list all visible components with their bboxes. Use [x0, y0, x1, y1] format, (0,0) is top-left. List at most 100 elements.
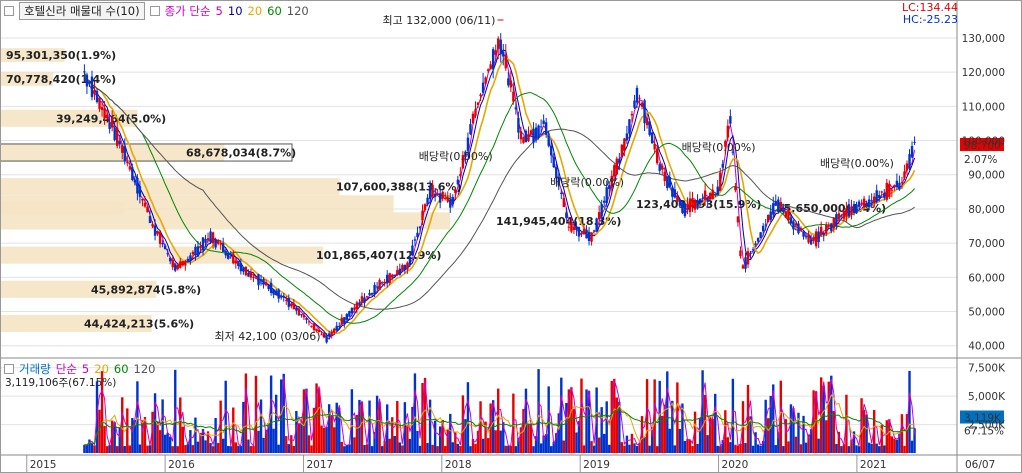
candle-body — [751, 249, 755, 251]
volume-bar — [449, 413, 452, 453]
candle-body — [176, 264, 179, 270]
volume-bar — [872, 409, 876, 453]
candle-body — [585, 229, 588, 239]
volume-bar — [883, 445, 886, 453]
candle-body — [375, 286, 379, 288]
candle-body — [216, 240, 220, 244]
volume-bar — [436, 446, 439, 453]
candle-body — [214, 238, 217, 248]
candle-body — [343, 317, 346, 324]
candle-body — [746, 251, 750, 265]
price-legend-label: 종가 단순 — [164, 4, 211, 18]
collapse-icon[interactable] — [4, 6, 14, 16]
candle-body — [196, 246, 200, 257]
volume-bar — [244, 373, 248, 453]
volume-bar — [494, 430, 497, 453]
volume-bar — [885, 420, 888, 453]
price-tick-label: 80,000 — [968, 204, 1005, 216]
volume-bar — [219, 400, 222, 453]
volume-bar — [827, 381, 830, 453]
candle-body — [479, 94, 482, 97]
candle-body — [123, 146, 126, 162]
volume-bar — [509, 445, 513, 453]
volume-bar — [355, 414, 359, 453]
candle-body — [438, 193, 442, 203]
candle-body — [825, 225, 828, 234]
volume-bar — [201, 429, 205, 453]
candle-body — [706, 197, 709, 202]
volume-bar — [524, 388, 528, 453]
candle-body — [201, 237, 205, 251]
candle-body — [633, 100, 636, 108]
volume-profile-bar — [0, 72, 53, 86]
volume-bar — [128, 445, 132, 453]
x-tick-label: 2018 — [445, 459, 472, 471]
settings-icon[interactable] — [149, 6, 160, 16]
volume-bar — [295, 410, 298, 453]
volume-bar — [105, 446, 109, 453]
volume-bar — [497, 388, 500, 453]
volume-bar — [650, 426, 654, 453]
candle-body — [582, 228, 586, 234]
volume-bar — [640, 416, 644, 453]
volume-bar — [264, 429, 268, 453]
lc-readout: LC:134.44 — [901, 1, 958, 14]
volume-bar — [401, 445, 404, 453]
volume-bar — [592, 445, 596, 453]
candle-body — [514, 107, 518, 110]
volume-bar — [744, 443, 747, 453]
candle-body — [191, 251, 195, 255]
volume-bar — [529, 424, 533, 453]
price-title[interactable]: 호텔신라 매물대 수(10) — [19, 2, 145, 20]
volume-bar — [532, 446, 535, 453]
candle-body — [714, 194, 717, 196]
volume-bar — [85, 444, 89, 453]
volume-profile-bar — [0, 246, 324, 264]
candle-body — [244, 266, 248, 276]
volume-bar — [433, 420, 437, 453]
volume-bar — [739, 443, 742, 453]
candle-body — [524, 130, 528, 143]
volume-bar — [247, 439, 250, 453]
volume-bar — [302, 389, 306, 453]
volume-bar — [623, 445, 626, 453]
candle-body — [464, 151, 467, 158]
volume-bar — [211, 446, 215, 453]
volume-bar — [698, 418, 702, 453]
volume-bar — [895, 439, 899, 453]
volume-bar — [587, 391, 591, 453]
volume-bar — [557, 413, 560, 453]
candle-body — [446, 197, 449, 202]
candle-body — [138, 186, 142, 197]
volume-bar — [446, 429, 449, 453]
volume-bar — [502, 422, 505, 453]
candle-body — [905, 163, 909, 171]
candle-body — [570, 222, 573, 232]
candle-body — [857, 201, 861, 207]
volume-title[interactable]: 거래량 — [19, 362, 51, 376]
candle-body — [355, 302, 359, 310]
candle-body — [885, 182, 888, 200]
ma5-label: 5 — [215, 4, 223, 18]
candle-body — [290, 303, 293, 307]
candle-body — [368, 293, 371, 295]
candle-body — [307, 321, 311, 323]
volume-bar — [388, 438, 391, 453]
candle-body — [300, 314, 303, 316]
candle-body — [259, 279, 263, 282]
candle-body — [661, 165, 664, 170]
candle-body — [156, 231, 159, 235]
x-tick-label: 06/07 — [965, 459, 995, 471]
candle-body — [83, 71, 86, 73]
volume-bar — [835, 444, 838, 453]
volume-profile-bar — [0, 143, 225, 162]
price-tick-label: 90,000 — [968, 170, 1005, 182]
volume-bar — [438, 426, 442, 453]
volume-bar — [517, 437, 520, 453]
volume-bar — [327, 404, 331, 453]
volume-bar — [272, 428, 275, 453]
volume-profile-label: 44,424,213(5.6%) — [84, 318, 194, 331]
volume-collapse-icon[interactable] — [4, 364, 14, 374]
candle-body — [148, 215, 152, 223]
volume-bar — [340, 441, 343, 453]
